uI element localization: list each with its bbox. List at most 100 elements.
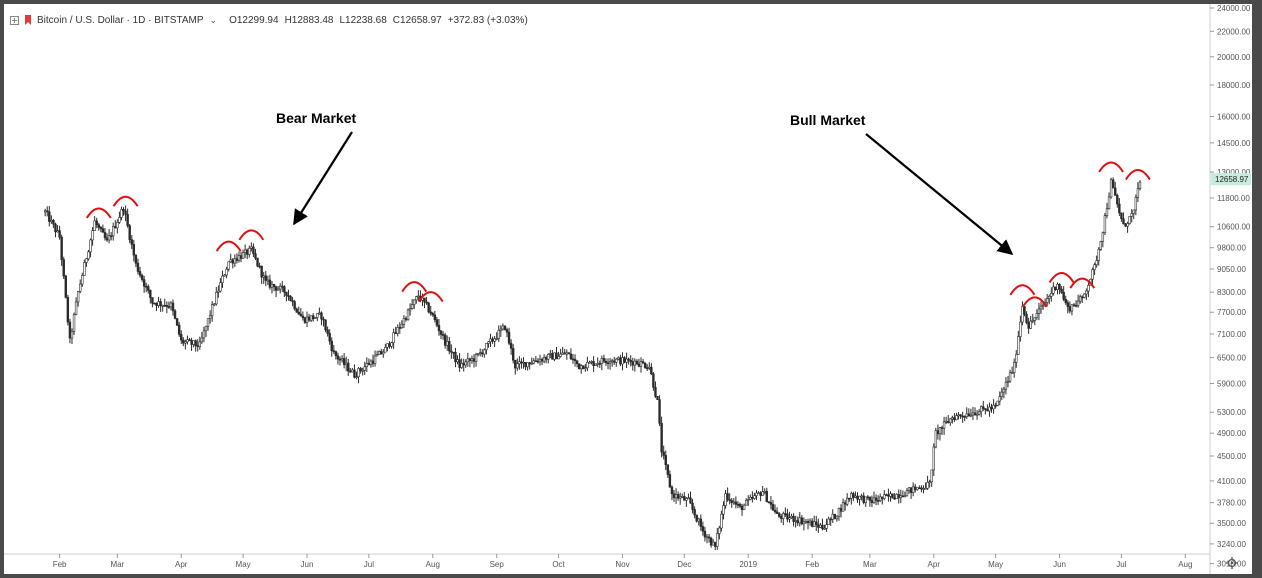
candle [118,211,121,224]
candle [914,483,917,493]
candle [184,339,187,350]
candle [676,491,680,501]
candle [528,361,531,370]
candle [95,217,98,229]
candle [188,337,191,341]
candle [303,316,307,324]
candle [1019,315,1022,342]
candle [571,353,575,364]
candle [996,400,999,407]
candle [81,272,84,287]
candle [177,321,181,337]
candle [874,494,878,506]
x-tick-label: Jun [1053,560,1066,569]
candle [738,502,742,509]
candle [711,538,715,546]
candle [918,485,921,490]
candle [654,381,657,398]
candle [1103,212,1107,236]
candle [239,251,243,263]
candle [940,425,944,435]
bull-market-label: Bull Market [790,112,866,128]
candle [1114,182,1117,196]
candle [594,363,597,367]
candle [728,493,731,505]
candle [641,358,645,364]
y-tick-label: 9050.00 [1217,265,1246,274]
y-tick-label: 22000.00 [1217,27,1251,36]
price-chart[interactable]: Bear Market Bull Market 24000.00 22000.00… [4,4,1252,574]
y-tick-label: 4500.00 [1217,452,1246,461]
candle [876,495,880,505]
peak-marker [1009,284,1036,296]
peak-marker [417,291,444,303]
candle [97,222,100,231]
candle [693,506,696,519]
bear-arrow [293,131,353,226]
candle [386,343,389,352]
candle [623,356,626,364]
candle [707,533,711,543]
candle [522,357,525,369]
chevron-down-icon[interactable]: ⌄ [209,14,218,25]
candle [217,285,220,298]
candle [1066,300,1070,314]
settings-icon[interactable] [1226,557,1238,569]
peak-marker [112,195,139,207]
candle [279,283,282,294]
candle [608,357,612,370]
candle [544,355,548,364]
candle [975,410,979,420]
candle [355,371,358,380]
candle [610,358,614,367]
symbol-title[interactable]: Bitcoin / U.S. Dollar · 1D · BITSTAMP [37,14,204,26]
candle [990,403,993,413]
candle [788,511,791,523]
y-tick-label: 4100.00 [1217,477,1246,486]
y-tick-label: 16000.00 [1217,113,1251,122]
candle [922,485,925,494]
candle [988,402,991,417]
candle [54,222,57,238]
close-value: C12658.97 [392,14,442,26]
x-tick-label: Feb [805,560,819,569]
candle [130,235,133,249]
candle [458,353,461,372]
collapse-icon[interactable] [10,15,19,25]
candle [62,256,65,279]
x-tick-label: Apr [928,560,941,569]
candle [1078,294,1082,304]
candle [714,541,717,551]
candle [856,492,859,503]
candle [46,206,49,217]
candle [905,488,909,497]
x-tick-label: Dec [677,560,691,569]
candle [194,339,197,352]
candle [103,228,107,241]
candle [559,348,562,358]
candle [413,299,416,310]
candle [1081,295,1084,303]
candle [314,316,317,320]
candle [786,508,789,523]
candle [359,366,362,374]
candle [584,363,587,372]
candle [1029,315,1032,330]
candle [689,491,692,504]
candle [167,301,171,309]
candle [1041,302,1045,310]
candle [334,350,338,360]
candle [780,513,783,523]
candle [530,357,533,365]
candle [487,341,490,348]
candle [402,315,406,329]
candle [398,322,401,334]
candle [1023,306,1026,317]
candle [716,527,719,550]
candle [633,358,637,372]
candle [639,357,643,373]
candle [850,491,853,505]
candle [806,518,810,530]
candle [1015,350,1018,368]
candle [744,498,748,506]
